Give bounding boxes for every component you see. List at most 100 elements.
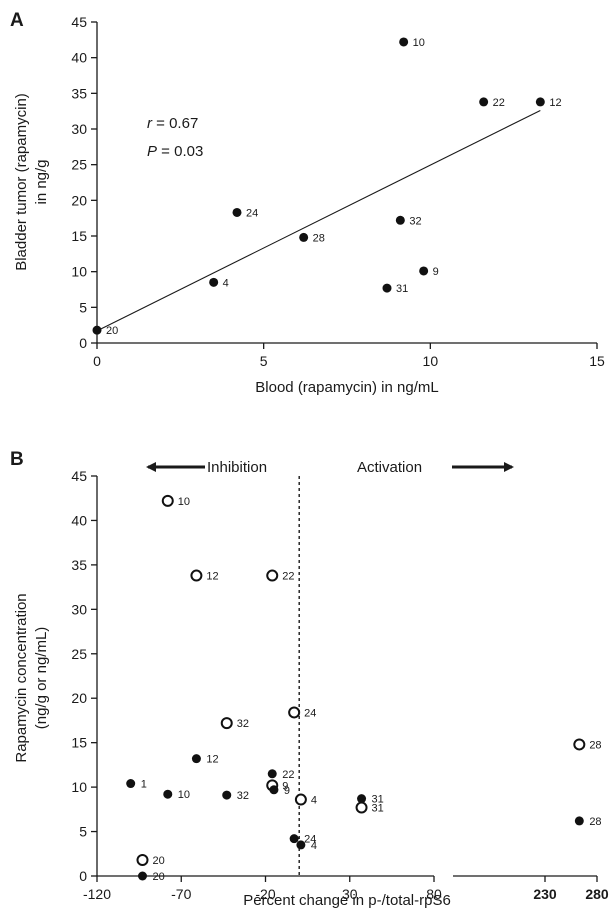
y-tick-label: 25 — [71, 646, 87, 662]
x-tick-label: 10 — [423, 353, 439, 369]
data-point-label: 20 — [106, 325, 118, 337]
open-data-point — [355, 801, 368, 814]
filled-data-point — [269, 785, 279, 795]
data-point — [232, 207, 242, 217]
open-data-point — [161, 494, 174, 507]
panel-a-x-ticks: 0 5 10 15 — [93, 343, 605, 369]
filled-data-point — [137, 871, 147, 881]
data-point — [535, 97, 545, 107]
data-point-label: 28 — [589, 816, 601, 828]
data-point-label: 20 — [152, 855, 164, 867]
x-tick-label: -20 — [255, 886, 275, 902]
data-point-label: 9 — [282, 780, 288, 792]
open-data-point — [190, 569, 203, 582]
data-point-label: 28 — [589, 739, 601, 751]
filled-data-point — [163, 789, 173, 799]
data-point — [92, 325, 102, 335]
p-value-annotation: P = 0.03 — [147, 143, 203, 160]
y-tick-label: 30 — [71, 121, 87, 137]
open-data-point — [573, 738, 586, 751]
filled-data-point — [357, 794, 367, 804]
y-tick-label: 0 — [79, 868, 87, 884]
y-tick-label: 15 — [71, 228, 87, 244]
filled-data-point — [126, 779, 136, 789]
panel-b-x-ticks: -120 -70 -20 30 80 230 280 — [83, 876, 609, 902]
panel-a-y-axis-title-line2: in ng/g — [33, 159, 50, 204]
open-data-point — [220, 717, 233, 730]
panel-a-y-axis-title-line1: Bladder tumor (rapamycin) — [13, 93, 30, 271]
data-point-label: 10 — [178, 496, 190, 508]
data-point-label: 31 — [396, 283, 408, 295]
data-point-label: 24 — [304, 707, 316, 719]
panel-b-y-axis-title-line2: (ng/g or ng/mL) — [33, 627, 50, 730]
panel-b: B 0 5 10 15 20 25 30 35 40 45 -120 -70 -20 30 80 230 28… — [10, 449, 609, 909]
panel-b-letter: B — [10, 449, 24, 470]
y-tick-label: 35 — [71, 557, 87, 573]
y-tick-label: 10 — [71, 264, 87, 280]
data-point-label: 9 — [284, 785, 290, 797]
panel-b-y-axis-title-line1: Rapamycin concentration — [13, 593, 30, 762]
data-point-label: 12 — [549, 97, 561, 109]
y-tick-label: 25 — [71, 157, 87, 173]
activation-label: Activation — [357, 459, 422, 476]
data-point — [382, 283, 392, 293]
x-tick-label: 30 — [342, 886, 358, 902]
y-tick-label: 20 — [71, 192, 87, 208]
x-tick-label: -70 — [171, 886, 191, 902]
data-point-label: 22 — [282, 571, 294, 583]
filled-data-point — [222, 790, 232, 800]
panel-b-x-axis-title: Percent change in p-/total-rpS6 — [243, 892, 451, 909]
data-point — [209, 277, 219, 287]
data-point-label: 32 — [409, 215, 421, 227]
data-point — [299, 232, 309, 242]
y-tick-label: 30 — [71, 601, 87, 617]
data-point — [399, 37, 409, 47]
y-tick-label: 45 — [71, 468, 87, 484]
data-point-label: 4 — [223, 277, 229, 289]
open-data-point — [136, 854, 149, 866]
open-data-point — [288, 706, 301, 719]
data-point — [479, 97, 489, 107]
data-point-label: 20 — [152, 871, 164, 883]
y-tick-label: 15 — [71, 735, 87, 751]
y-tick-label: 5 — [79, 299, 87, 315]
data-point-label: 1 — [141, 779, 147, 791]
data-point — [419, 266, 429, 276]
data-point-label: 4 — [311, 840, 317, 852]
panel-a: A 0 5 10 15 20 25 30 35 40 45 0 5 10 15 20 4 24 28 31 32 1… — [10, 10, 605, 396]
data-point-label: 24 — [246, 207, 258, 219]
filled-data-point — [267, 769, 277, 779]
panel-a-letter: A — [10, 10, 24, 31]
x-tick-label: 280 — [585, 886, 609, 902]
data-point-label: 22 — [493, 97, 505, 109]
data-point — [395, 215, 405, 225]
x-tick-label: -120 — [83, 886, 111, 902]
y-tick-label: 45 — [71, 14, 87, 30]
data-point-label: 28 — [313, 232, 325, 244]
data-point-label: 24 — [304, 834, 316, 846]
filled-data-point — [296, 840, 306, 850]
panel-a-points: 20 4 24 28 31 32 10 9 22 12 — [92, 37, 562, 337]
data-point-label: 10 — [178, 789, 190, 801]
data-point-label: 9 — [433, 266, 439, 278]
data-point-label: 4 — [311, 795, 317, 807]
filled-data-point — [289, 834, 299, 844]
data-point-label: 12 — [206, 754, 218, 766]
y-tick-label: 40 — [71, 50, 87, 66]
open-data-point — [266, 569, 279, 582]
panel-b-y-ticks: 0 5 10 15 20 25 30 35 40 45 — [71, 468, 97, 884]
panel-a-y-ticks: 0 5 10 15 20 25 30 35 40 45 — [71, 14, 97, 351]
inhibition-label: Inhibition — [207, 459, 267, 476]
x-tick-label: 230 — [533, 886, 557, 902]
data-point-label: 31 — [372, 794, 384, 806]
y-tick-label: 20 — [71, 690, 87, 706]
y-tick-label: 5 — [79, 824, 87, 840]
y-tick-label: 10 — [71, 779, 87, 795]
panel-a-x-axis-title: Blood (rapamycin) in ng/mL — [255, 379, 438, 396]
x-tick-label: 0 — [93, 353, 101, 369]
y-tick-label: 0 — [79, 335, 87, 351]
data-point-label: 32 — [237, 718, 249, 730]
data-point-label: 31 — [372, 803, 384, 815]
